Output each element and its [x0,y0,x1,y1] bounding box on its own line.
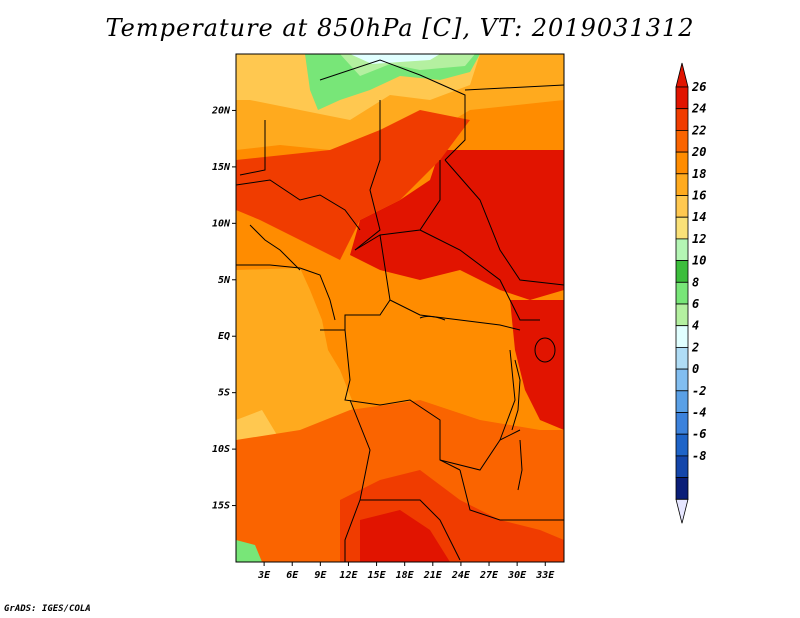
colorbar-label: -8 [692,449,706,463]
country-borders [236,59,564,562]
colorbar-label: 22 [691,123,706,137]
lat-tick-label: EQ [218,331,230,342]
lon-tick-label: 3E [257,570,271,581]
colorbar-label: 20 [691,145,706,159]
lon-tick-label: 27E [479,570,499,581]
colorbar-label: -4 [692,406,706,420]
lon-tick-label: 6E [286,570,299,581]
grads-credit: GrADS: IGES/COLA [4,604,91,614]
colorbar-label: 6 [692,297,699,311]
lon-tick-label: 9E [314,570,327,581]
colorbar-swatch [675,455,689,478]
lon-tick-label: 24E [451,570,471,581]
colorbar-swatch [675,281,689,305]
colorbar-top-arrow [675,62,689,88]
colorbar-swatch [675,325,689,348]
central-warm-field [236,110,470,260]
lon-tick-label: 12E [339,570,358,581]
southwest-green-patch [236,540,262,562]
lon-tick-label: 30E [507,570,527,581]
map-plot [235,53,565,563]
map-title: Temperature at 850hPa [C], VT: 201903131… [105,14,695,42]
colorbar-swatch [675,433,689,457]
colorbar-label: 16 [692,189,706,203]
colorbar-label: 26 [691,80,706,94]
colorbar-swatch [675,216,689,240]
longitude-axis: 3E 6E 9E 12E 15E 18E 21E 24E 27E 30E 33E [257,562,555,581]
colorbar-swatch [675,108,689,131]
lat-tick-label: 15S [212,501,230,512]
colorbar-label: 12 [692,232,706,246]
colorbar-swatch [675,195,689,218]
lon-tick-label: 33E [535,570,555,581]
lon-tick-label: 21E [423,570,443,581]
colorbar-label: 2 [691,340,699,354]
colorbar-label: 14 [692,210,706,224]
central-hot-field [350,150,564,300]
colorbar-label: 18 [692,167,706,181]
colorbar-swatch [675,390,689,413]
colorbar-swatch [675,346,689,370]
map-frame [235,53,565,563]
colorbar-swatch [675,412,689,435]
colorbar-swatch [675,151,689,175]
colorbar-swatch [675,129,689,153]
north-cyan-patch [350,54,440,64]
colorbar-swatch [675,173,689,196]
colorbar-label: -6 [692,427,706,441]
colorbar-label: 10 [692,254,706,268]
colorbar-swatch [675,238,689,261]
colorbar-swatch [675,260,689,283]
lat-tick-label: 5N [218,275,231,286]
colorbar-label: -2 [692,384,706,398]
lat-tick-label: 10S [212,444,230,455]
lon-tick-label: 15E [368,570,387,581]
colorbar-label: 4 [692,319,699,333]
lat-tick-label: 5S [218,388,230,399]
colorbar-swatch [675,86,689,110]
colorbar-label: 0 [692,362,699,376]
colorbar-swatch [675,368,689,392]
latitude-axis: 20N 15N 10N 5N EQ 5S 10S 15S [211,105,236,512]
lakes [419,315,556,491]
lon-tick-label: 18E [396,570,415,581]
lat-tick-label: 10N [212,218,231,229]
colorbar-swatch [675,303,689,327]
lat-tick-label: 20N [211,105,231,116]
south-red-patch [360,510,450,562]
colorbar-label: 24 [691,102,706,116]
east-red-field [510,300,564,430]
colorbar-bottom-arrow [675,498,689,524]
lat-tick-label: 15N [212,162,231,173]
colorbar-label: 8 [692,275,699,289]
colorbar-swatch [675,477,689,500]
